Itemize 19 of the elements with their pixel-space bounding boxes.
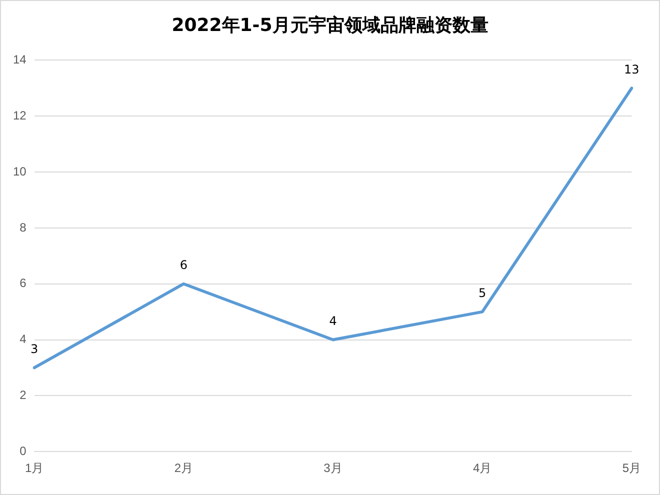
x-tick-label: 1月 — [25, 461, 44, 476]
x-tick-label: 2月 — [174, 461, 194, 476]
data-label: 6 — [180, 258, 188, 272]
x-tick-label: 3月 — [324, 461, 342, 476]
y-tick-label: 8 — [20, 220, 27, 234]
data-label: 5 — [478, 286, 486, 300]
x-tick-label: 5月 — [622, 461, 642, 476]
y-tick-label: 2 — [20, 388, 27, 402]
y-tick-label: 6 — [20, 276, 27, 290]
data-label: 13 — [624, 62, 640, 76]
y-tick-label: 14 — [12, 52, 27, 67]
y-tick-label: 4 — [20, 332, 27, 346]
y-tick-label: 0 — [20, 444, 27, 458]
x-tick-label: 4月 — [472, 461, 492, 476]
y-tick-label: 12 — [12, 108, 27, 122]
data-label: 3 — [30, 342, 38, 356]
data-label: 4 — [329, 314, 337, 328]
chart-title: 2022年1-5月元宇宙领域品牌融资数量 — [170, 14, 490, 37]
y-tick-label: 10 — [12, 164, 27, 178]
